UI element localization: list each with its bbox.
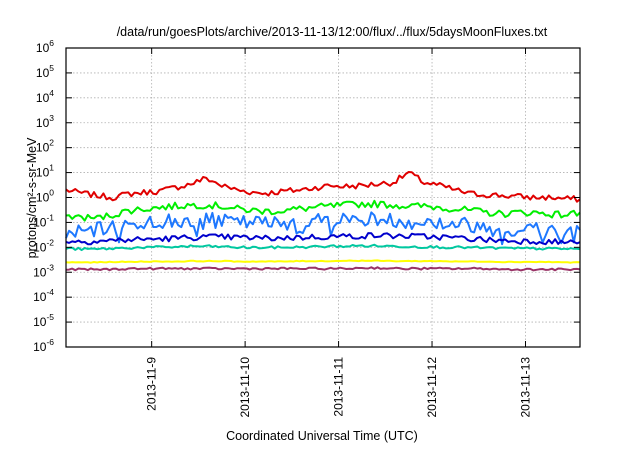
y-tick-label: 103 [36,113,54,130]
y-tick-label: 10-3 [33,262,54,279]
y-tick-label: 106 [36,38,54,55]
y-tick-label: 101 [36,163,54,180]
chart-title: /data/run/goesPlots/archive/2013-11-13/1… [117,25,548,39]
y-tick-label: 10-5 [33,312,54,329]
x-tick-label: 2013-11-11 [332,357,346,417]
x-tick-label: 2013-11-10 [238,357,252,418]
y-tick-label: 10-2 [33,237,54,254]
plot-frame [65,47,581,348]
series-line-1 [65,171,581,203]
series-line-5 [65,243,581,252]
y-tick-label: 10-4 [33,287,54,304]
series-line-2 [65,199,581,222]
y-axis-label: protons/cm²-s-sr-MeV [25,137,39,259]
series-line-4 [65,232,581,246]
series-line-6 [65,259,581,264]
y-tick-label: 10-1 [33,212,54,229]
y-tick-label: 104 [36,88,54,105]
x-tick-label: 2013-11-13 [518,357,532,418]
series-line-7 [65,266,581,272]
x-axis-label: Coordinated Universal Time (UTC) [226,429,418,443]
y-tick-label: 100 [36,188,54,205]
y-tick-label: 105 [36,63,54,80]
series-line-3 [65,211,581,246]
y-tick-label: 102 [36,138,54,155]
y-tick-label: 10-6 [33,337,54,354]
x-tick-label: 2013-11-12 [425,357,439,418]
x-tick-label: 2013-11-9 [145,357,159,411]
